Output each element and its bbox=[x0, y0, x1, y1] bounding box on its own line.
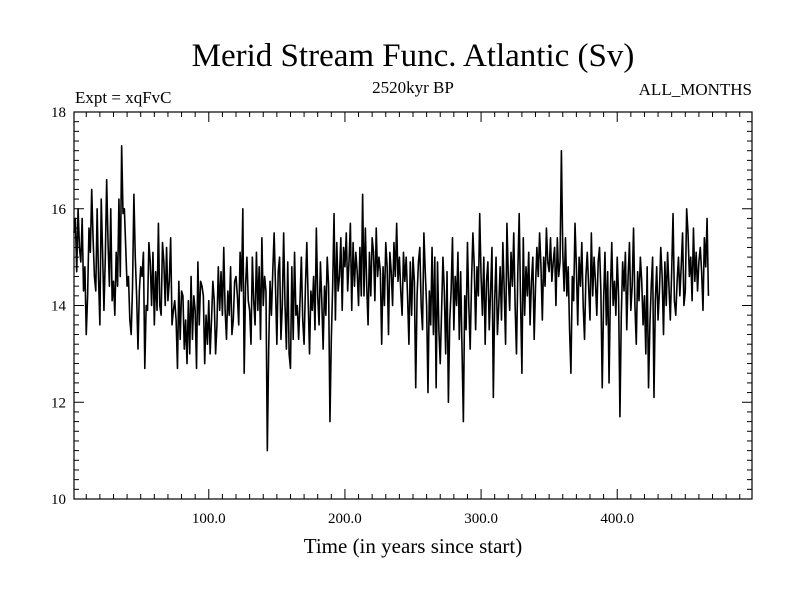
x-tick-label: 100.0 bbox=[192, 511, 226, 527]
axis-ticks bbox=[74, 111, 752, 500]
y-tick-label: 10 bbox=[51, 492, 66, 508]
y-tick-label: 16 bbox=[51, 202, 67, 218]
y-tick-label: 18 bbox=[51, 105, 66, 121]
tick-labels: 100.0 200.0 300.0 400.0 10 12 14 16 18 bbox=[51, 105, 634, 527]
y-tick-label: 12 bbox=[51, 395, 66, 411]
x-tick-label: 300.0 bbox=[464, 511, 498, 527]
plot-frame bbox=[73, 111, 753, 500]
experiment-label: Expt = xqFvC bbox=[75, 88, 172, 107]
chart-title: Merid Stream Func. Atlantic (Sv) bbox=[192, 38, 635, 74]
months-label: ALL_MONTHS bbox=[639, 80, 752, 99]
x-tick-label: 200.0 bbox=[328, 511, 362, 527]
series-line bbox=[73, 145, 710, 452]
period-label: 2520kyr BP bbox=[372, 78, 454, 97]
y-tick-label: 14 bbox=[51, 299, 67, 315]
x-tick-label: 400.0 bbox=[600, 511, 634, 527]
x-axis-label: Time (in years since start) bbox=[304, 534, 523, 558]
